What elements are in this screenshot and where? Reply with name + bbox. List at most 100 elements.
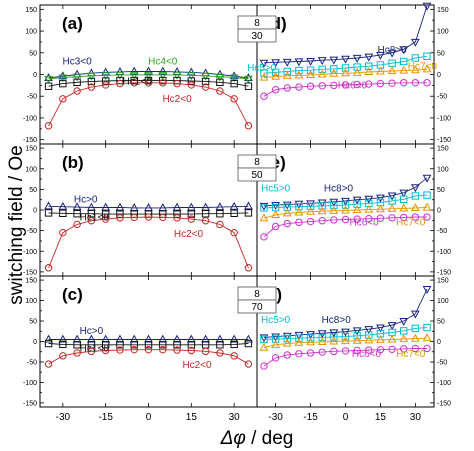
data-point [376, 214, 385, 222]
data-point [259, 213, 269, 222]
y-tick-label: 0 [437, 339, 441, 346]
data-point [306, 57, 315, 66]
data-point [294, 331, 304, 340]
data-point [58, 74, 68, 83]
data-point [59, 340, 67, 349]
y-tick-label: -150 [23, 269, 37, 276]
data-point [115, 334, 125, 343]
series-hc2 [44, 213, 253, 272]
data-point [353, 63, 361, 71]
data-point [144, 66, 153, 75]
data-point [341, 328, 350, 337]
field-box-bottom-value: 70 [251, 302, 263, 313]
data-point [352, 54, 362, 63]
field-box-top-value: 8 [254, 157, 260, 168]
data-point [271, 71, 280, 80]
series-hc8 [259, 174, 432, 211]
data-point [283, 219, 291, 228]
data-point [295, 66, 303, 75]
data-point [423, 79, 431, 87]
data-point [186, 72, 196, 81]
data-point [306, 200, 315, 209]
data-point [259, 72, 269, 81]
data-point [129, 66, 139, 75]
field-box-bottom-value: 30 [251, 31, 263, 42]
fit-line [263, 5, 428, 64]
data-point [230, 209, 238, 218]
data-point [260, 92, 268, 100]
panel-f: (f)-150-100-50050100150-30-1501530870Hc5… [237, 275, 451, 423]
data-point [294, 207, 304, 216]
data-point [215, 202, 225, 211]
data-point [387, 334, 397, 343]
data-point [387, 322, 397, 331]
data-point [159, 79, 167, 87]
y-tick-label: 150 [437, 278, 449, 285]
data-point [283, 67, 291, 76]
field-box-bottom-value: 50 [251, 170, 263, 181]
data-point [352, 327, 362, 336]
data-point [329, 205, 339, 214]
data-point [295, 203, 303, 211]
data-point [260, 362, 268, 370]
data-point [306, 202, 315, 210]
data-point [201, 347, 210, 356]
data-point [283, 351, 291, 359]
data-point [353, 346, 361, 355]
data-point [173, 210, 181, 218]
y-tick-label: 50 [437, 50, 445, 57]
data-point [44, 75, 53, 84]
data-point [116, 210, 124, 218]
data-point [422, 333, 432, 342]
data-point [130, 345, 138, 354]
y-axis-label: switching field / Oe [6, 145, 27, 304]
data-point [59, 209, 67, 218]
data-point [101, 72, 111, 81]
data-point [229, 74, 239, 83]
series-hc3 [44, 334, 253, 343]
data-point [423, 191, 431, 199]
data-point [400, 79, 408, 87]
x-tick-label: -15 [98, 412, 113, 423]
fit-line [48, 80, 249, 87]
data-point [352, 335, 362, 344]
data-point [173, 341, 181, 349]
data-point [271, 333, 280, 342]
data-point [187, 215, 196, 223]
data-point [159, 345, 167, 354]
fit-line [263, 337, 428, 349]
fit-line [263, 348, 427, 367]
data-point [186, 67, 196, 76]
data-point [411, 324, 420, 333]
x-tick-label: 15 [375, 412, 387, 423]
data-point [388, 345, 396, 353]
data-point [341, 64, 350, 72]
data-point [330, 333, 338, 341]
annotation-hc3: Hc>0 [80, 326, 104, 337]
fit-line [48, 74, 249, 80]
data-point [244, 339, 253, 348]
data-point [186, 334, 196, 343]
data-point [317, 69, 327, 78]
data-point [73, 210, 81, 218]
data-point [44, 209, 53, 217]
data-point [399, 317, 409, 326]
data-point [306, 334, 315, 342]
annotation-hc4: Hc4<0 [148, 57, 178, 68]
data-point [144, 345, 153, 354]
data-point [365, 80, 373, 88]
data-point [422, 174, 432, 183]
data-point [306, 206, 315, 215]
data-point [423, 323, 431, 332]
data-point [158, 334, 168, 343]
data-point [282, 201, 292, 210]
data-point [101, 346, 110, 355]
data-point [87, 72, 96, 81]
data-point [244, 75, 253, 84]
data-point [271, 339, 280, 348]
annotation-hc1: Hc1<0 [122, 76, 152, 87]
x-tick-label: -30 [268, 412, 283, 423]
data-point [215, 73, 225, 82]
data-point [411, 65, 420, 74]
